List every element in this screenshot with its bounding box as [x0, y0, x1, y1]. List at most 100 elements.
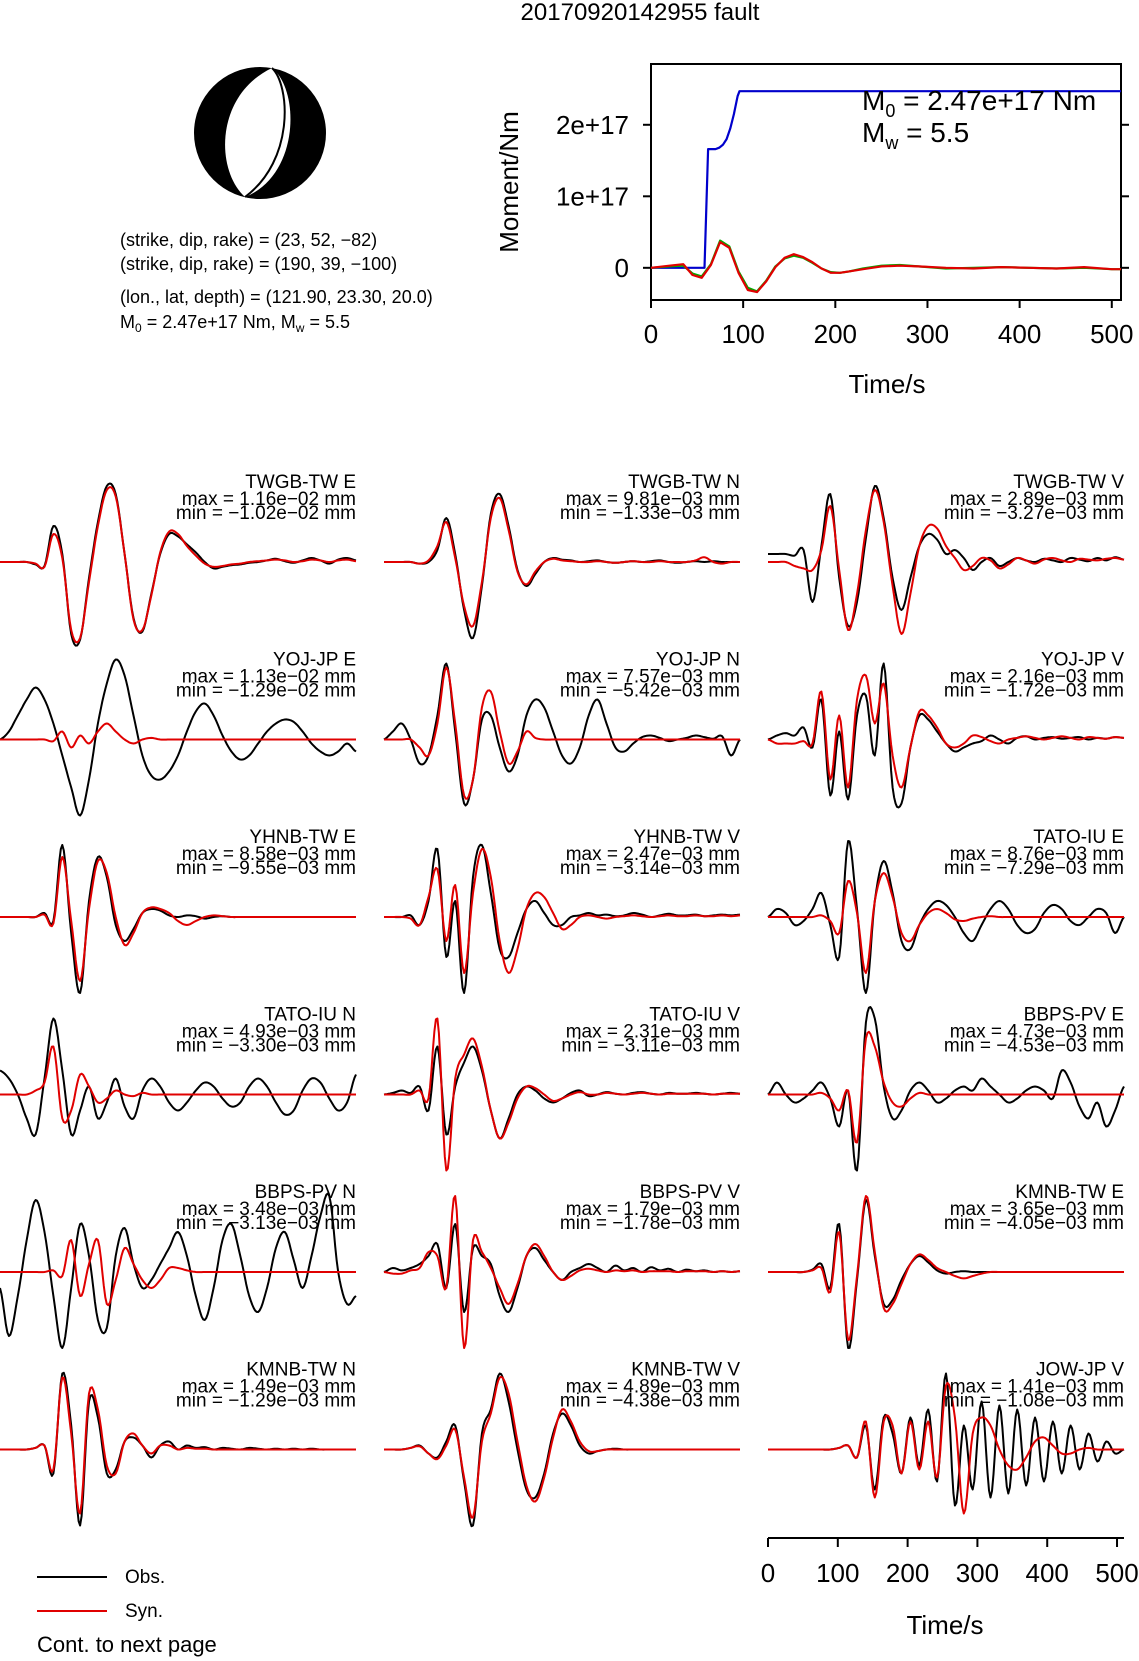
trace-max-label: max = 2.47e−03 mm — [566, 844, 740, 865]
syn-trace — [0, 486, 357, 644]
stf-x-tick-label: 300 — [906, 319, 949, 349]
focal-mechanism-beachball — [194, 67, 326, 199]
syn-trace — [768, 1195, 1124, 1341]
stf-m0-annotation: M0 = 2.47e+17 Nm — [862, 85, 1096, 121]
continuation-note: Cont. to next page — [37, 1632, 217, 1657]
trace-max-label: max = 3.65e−03 mm — [950, 1199, 1124, 1220]
syn-trace — [384, 1375, 740, 1519]
moment-rate-panel: 0 100 200 300 400 500 0 1e+17 2e+17 Moment/Nm Ti… — [494, 63, 1133, 399]
stf-y-tick-label: 2e+17 — [556, 110, 629, 140]
moment-magnitude-label: M0 = 2.47e+17 Nm, Mw = 5.5 — [120, 312, 350, 335]
waveform-time-axis: 0 100 200 300 400 500 — [761, 1537, 1139, 1588]
stf-x-tick-label: 100 — [721, 319, 764, 349]
station-label: TWGB-TW V — [1013, 472, 1124, 493]
stf-x-tick-label: 500 — [1090, 319, 1133, 349]
obs-trace — [767, 1006, 1125, 1172]
beachball-white-lobe — [225, 68, 291, 197]
trace-min-label: min = −1.78e−03 mm — [560, 1213, 740, 1234]
obs-trace — [0, 1017, 357, 1138]
stf-series-2 — [650, 241, 1121, 294]
stf-y-tick-label: 0 — [615, 253, 629, 283]
trace-max-label: max = 4.73e−03 mm — [950, 1022, 1124, 1043]
trace-max-label: max = 3.48e−03 mm — [182, 1199, 356, 1220]
trace-max-label: max = 2.89e−03 mm — [950, 489, 1124, 510]
trace-min-label: min = −4.38e−03 mm — [560, 1391, 740, 1412]
station-label: BBPS-PV E — [1024, 1005, 1124, 1026]
station-label: TWGB-TW E — [245, 472, 356, 493]
stf-x-tick-label: 200 — [814, 319, 857, 349]
legend: Obs. Syn. — [37, 1567, 165, 1622]
trace-min-label: min = −1.29e−02 mm — [176, 681, 356, 702]
station-label: YOJ-JP N — [656, 650, 740, 671]
station-label: YHNB-TW E — [249, 827, 356, 848]
stf-series-0 — [651, 90, 1121, 269]
trace-min-label: min = −3.30e−03 mm — [176, 1036, 356, 1057]
trace-max-label: max = 2.16e−03 mm — [950, 667, 1124, 688]
trace-min-label: min = −5.42e−03 mm — [560, 681, 740, 702]
time-axis-tick-label: 200 — [886, 1558, 929, 1588]
trace-max-label: max = 1.79e−03 mm — [566, 1199, 740, 1220]
time-axis-tick-label: 0 — [761, 1558, 775, 1588]
syn-trace — [0, 1376, 356, 1515]
syn-trace — [0, 1237, 356, 1307]
syn-trace — [384, 496, 740, 628]
trace-max-label: max = 9.81e−03 mm — [566, 489, 740, 510]
station-label: YHNB-TW V — [633, 827, 740, 848]
station-label: TATO-IU E — [1033, 827, 1124, 848]
station-label: KMNB-TW E — [1015, 1182, 1124, 1203]
trace-min-label: min = −7.29e−03 mm — [944, 858, 1124, 879]
stf-plot-frame — [650, 63, 1122, 301]
syn-trace — [384, 666, 740, 800]
syn-trace — [0, 1045, 356, 1124]
syn-trace — [767, 673, 1125, 789]
syn-trace — [768, 1030, 1124, 1144]
station-label: JOW-JP V — [1036, 1360, 1124, 1381]
time-axis-tick-label: 400 — [1026, 1558, 1069, 1588]
syn-trace — [768, 489, 1125, 635]
waveform-x-axis-label: Time/s — [906, 1610, 983, 1640]
stf-mw-annotation: Mw = 5.5 — [862, 117, 969, 153]
syn-trace — [384, 848, 741, 974]
location-label: (lon., lat, depth) = (121.90, 23.30, 20.… — [120, 287, 433, 307]
syn-trace — [0, 722, 356, 749]
trace-min-label: min = −4.05e−03 mm — [944, 1213, 1124, 1234]
trace-min-label: min = −1.72e−03 mm — [944, 681, 1124, 702]
station-label: YOJ-JP E — [273, 650, 356, 671]
trace-max-label: max = 4.93e−03 mm — [182, 1022, 356, 1043]
time-axis-tick-label: 100 — [816, 1558, 859, 1588]
trace-max-label: max = 7.57e−03 mm — [566, 667, 740, 688]
station-label: TATO-IU N — [264, 1005, 356, 1026]
trace-max-label: max = 1.49e−03 mm — [182, 1377, 356, 1398]
time-axis-tick-label: 300 — [956, 1558, 999, 1588]
stf-x-axis-label: Time/s — [848, 369, 925, 399]
trace-min-label: min = −3.11e−03 mm — [561, 1036, 740, 1057]
stf-y-tick-label: 1e+17 — [556, 181, 629, 211]
station-label: TWGB-TW N — [628, 472, 740, 493]
trace-max-label: max = 8.76e−03 mm — [950, 844, 1124, 865]
stf-x-tick-label: 400 — [998, 319, 1041, 349]
trace-max-label: max = 1.41e−03 mm — [950, 1377, 1124, 1398]
station-label: TATO-IU V — [649, 1005, 740, 1026]
syn-trace — [383, 1195, 741, 1349]
plane1-label: (strike, dip, rake) = (23, 52, −82) — [120, 230, 377, 250]
figure-title: 20170920142955 fault — [521, 0, 760, 26]
station-label: BBPS-PV V — [640, 1182, 741, 1203]
time-axis-tick-label: 500 — [1095, 1558, 1138, 1588]
syn-trace — [0, 856, 356, 982]
trace-min-label: min = −1.33e−03 mm — [560, 503, 740, 524]
trace-max-label: max = 1.16e−02 mm — [182, 489, 356, 510]
trace-min-label: min = −1.02e−02 mm — [176, 503, 356, 524]
trace-min-label: min = −3.14e−03 mm — [560, 858, 740, 879]
syn-trace — [768, 872, 1124, 974]
trace-min-label: min = −4.53e−03 mm — [944, 1036, 1124, 1057]
syn-trace — [384, 1017, 740, 1172]
obs-trace — [0, 658, 357, 817]
legend-syn-label: Syn. — [125, 1601, 163, 1622]
legend-obs-label: Obs. — [125, 1567, 165, 1588]
stf-y-axis-label: Moment/Nm — [494, 111, 524, 253]
plane2-label: (strike, dip, rake) = (190, 39, −100) — [120, 254, 397, 274]
syn-trace — [768, 1381, 1124, 1515]
station-label: YOJ-JP V — [1041, 650, 1124, 671]
